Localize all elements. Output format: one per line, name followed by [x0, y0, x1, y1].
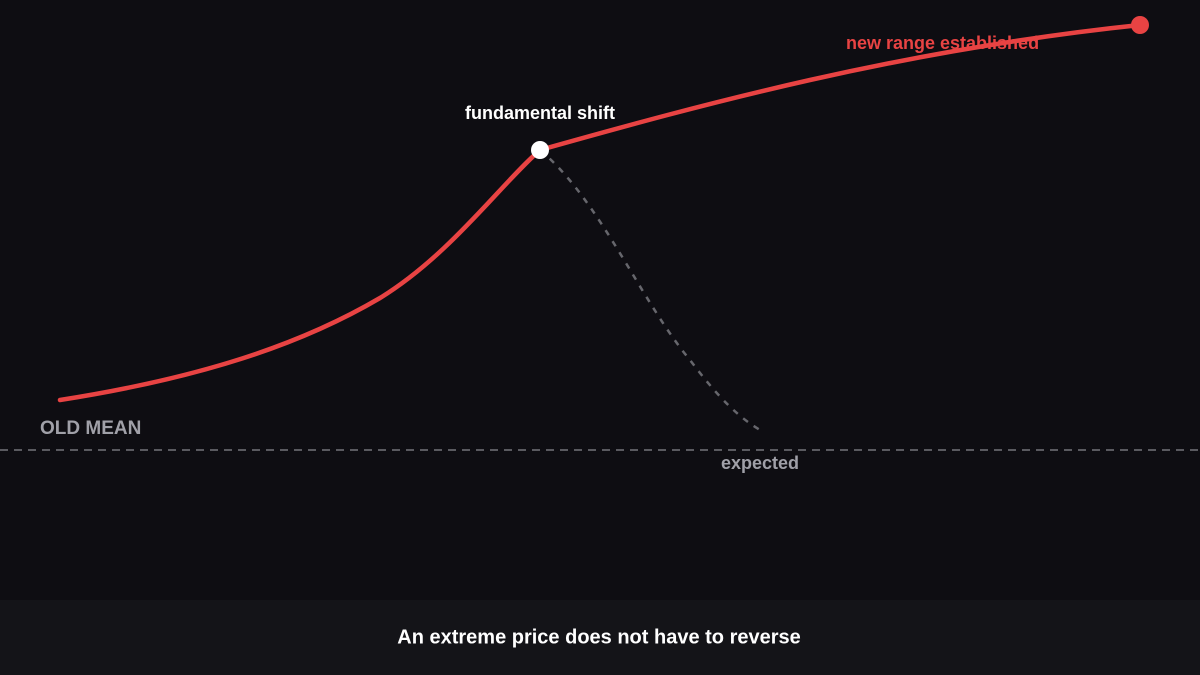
old-mean-label: OLD MEAN [40, 418, 141, 439]
caption-band [0, 600, 1200, 675]
shift-point [531, 141, 549, 159]
caption: An extreme price does not have to revers… [397, 626, 801, 648]
new-range-label: new range established [846, 33, 1039, 53]
expected-label: expected [721, 453, 799, 473]
shift-label: fundamental shift [465, 103, 615, 123]
price-path [57, 22, 1143, 403]
background [0, 0, 1200, 600]
expected-path [539, 149, 761, 432]
end-point [1131, 16, 1149, 34]
